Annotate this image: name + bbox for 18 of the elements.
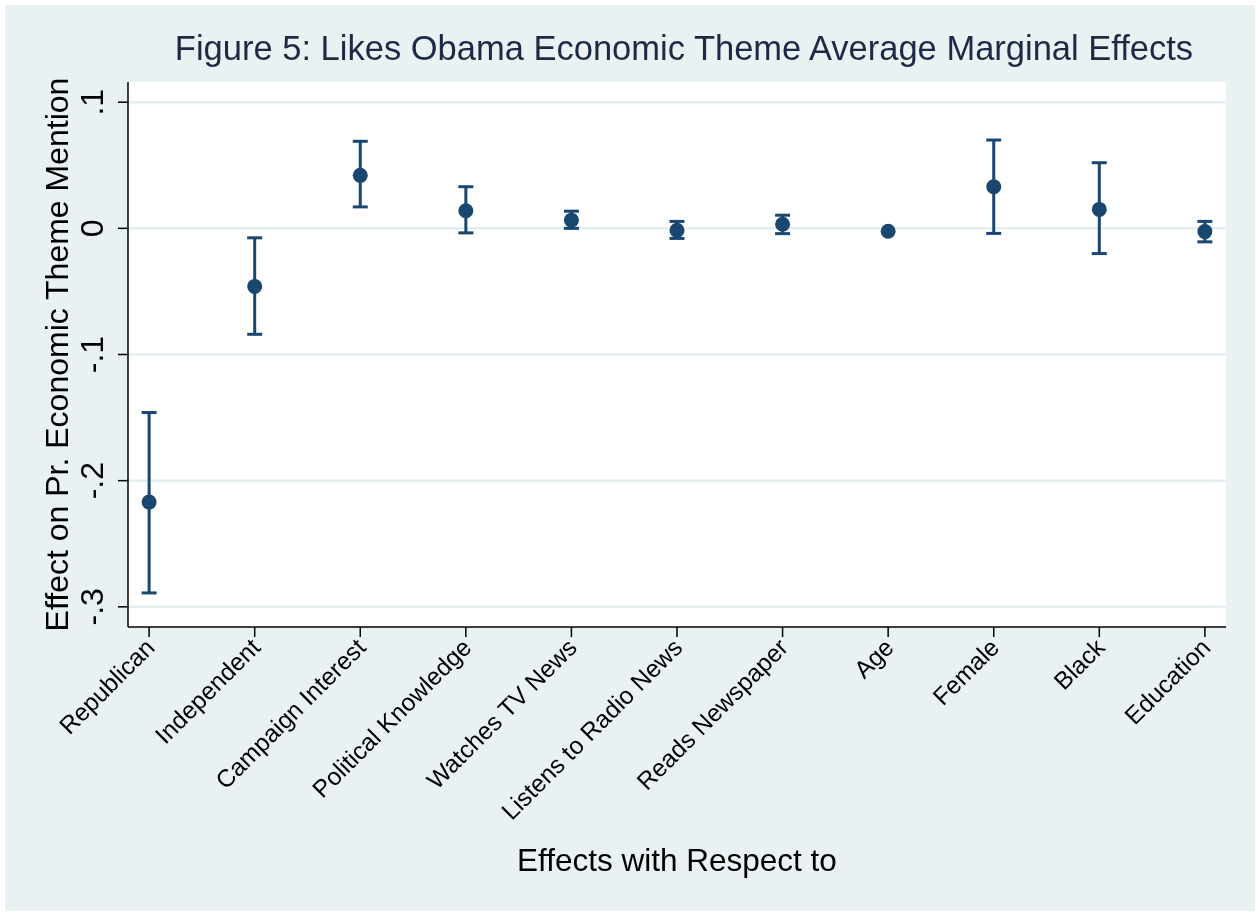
point: [247, 278, 263, 294]
point: [1091, 201, 1107, 217]
y-tick-label: -.1: [74, 335, 110, 374]
y-axis-title: Effect on Pr. Economic Theme Mention: [39, 77, 75, 632]
point: [352, 167, 368, 183]
chart-title: Figure 5: Likes Obama Economic Theme Average Marginal Effects: [174, 29, 1194, 67]
y-tick-label: -.2: [74, 461, 110, 500]
point: [880, 223, 896, 239]
y-tick-label: -.3: [74, 588, 110, 626]
x-axis-title: Effects with Respect to: [517, 842, 837, 878]
point: [1197, 224, 1213, 240]
point: [458, 203, 474, 219]
y-tick-label: 0: [74, 219, 110, 238]
y-tick-label: .1: [74, 88, 110, 116]
point: [141, 494, 157, 510]
point: [775, 216, 791, 232]
point: [986, 179, 1002, 195]
x-tick-label: Age: [848, 633, 899, 684]
